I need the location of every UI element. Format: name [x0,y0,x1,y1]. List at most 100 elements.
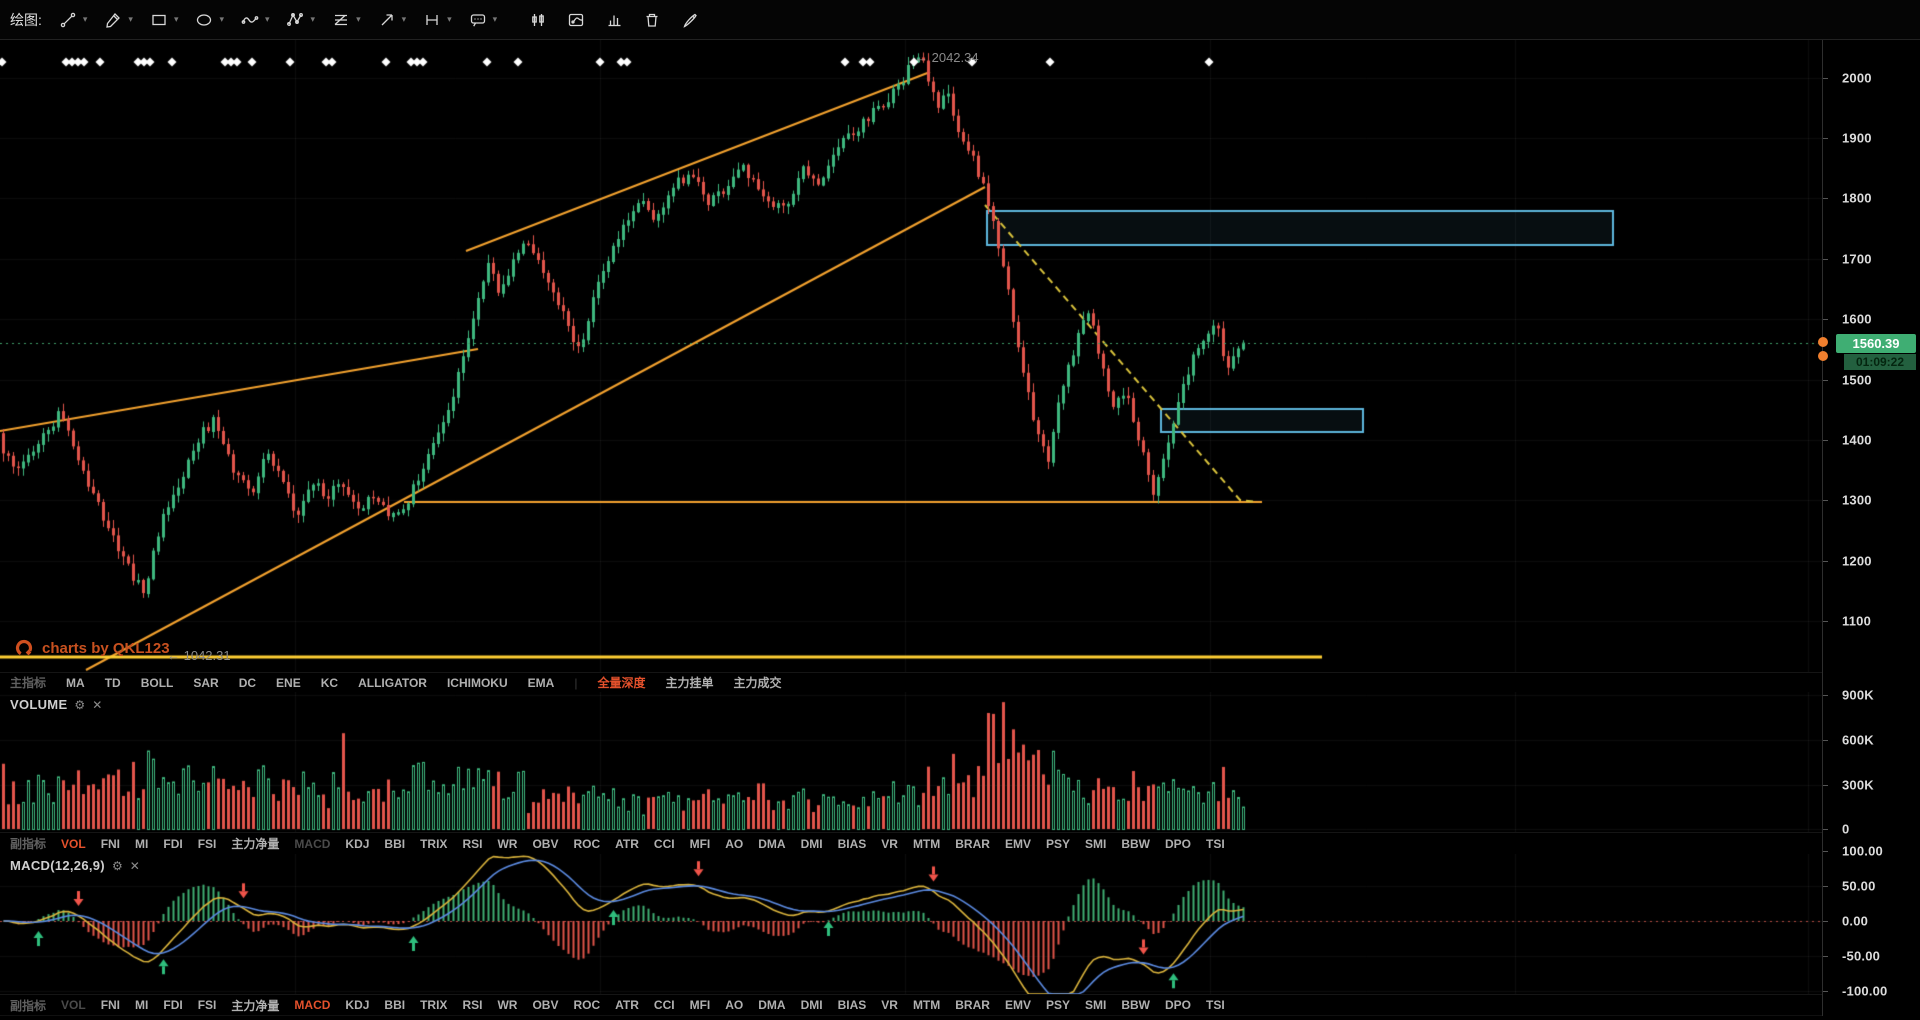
chevron-down-icon[interactable]: ▾ [492,14,498,24]
tab-MTM[interactable]: MTM [912,998,941,1012]
rectangle-tool[interactable]: ▾ [147,8,179,32]
tab-全量深度[interactable]: 全量深度 [597,676,646,690]
chevron-down-icon[interactable]: ▾ [401,14,407,24]
tab-OBV[interactable]: OBV [532,998,559,1012]
volume-close-icon[interactable]: ✕ [92,697,103,712]
macd-settings-icon[interactable]: ⚙ [111,858,123,873]
tab-DMI[interactable]: DMI [800,998,823,1012]
tab-主力净量[interactable]: 主力净量 [231,998,280,1013]
gann-lines-tool[interactable]: ▾ [329,8,361,32]
tab-EMV[interactable]: EMV [1004,998,1031,1012]
tab-PSY[interactable]: PSY [1045,998,1070,1012]
tab-FSI[interactable]: FSI [197,836,217,851]
tab-BBI[interactable]: BBI [384,836,406,851]
ellipse-tool[interactable]: ▾ [192,8,224,32]
tab-TD[interactable]: TD [104,675,121,690]
bar-chart-button[interactable] [601,8,627,32]
delete-button[interactable] [639,8,665,32]
tab-DPO[interactable]: DPO [1164,836,1191,851]
tab-VR[interactable]: VR [881,998,898,1012]
tab-KDJ[interactable]: KDJ [345,998,370,1012]
tab-OBV[interactable]: OBV [532,836,559,851]
tab-VOL[interactable]: VOL [61,998,86,1012]
tab-BOLL[interactable]: BOLL [140,675,174,690]
tab-PSY[interactable]: PSY [1045,836,1070,851]
tab-EMV[interactable]: EMV [1004,836,1031,851]
tab-ALLIGATOR[interactable]: ALLIGATOR [358,675,427,690]
tab-MTM[interactable]: MTM [912,836,941,851]
tab-DPO[interactable]: DPO [1164,998,1191,1012]
tab-ROC[interactable]: ROC [573,998,601,1012]
tab-WR[interactable]: WR [497,998,518,1012]
measure-tool[interactable]: ▾ [420,8,452,32]
main-price-chart[interactable] [0,40,1822,672]
tab-ICHIMOKU[interactable]: ICHIMOKU [446,675,508,690]
tab-BBW[interactable]: BBW [1121,836,1150,851]
xabcd-pattern-tool[interactable]: ▾ [284,8,316,32]
tab-MFI[interactable]: MFI [689,998,711,1012]
tab-ROC[interactable]: ROC [573,836,601,851]
tab-MFI[interactable]: MFI [689,836,711,851]
chevron-down-icon[interactable]: ▾ [356,14,361,24]
tab-EMA[interactable]: EMA [527,675,555,690]
tab-ATR[interactable]: ATR [615,998,639,1012]
chevron-down-icon[interactable]: ▾ [265,14,270,24]
tab-DC[interactable]: DC [238,675,257,690]
tab-FNI[interactable]: FNI [100,998,121,1012]
tab-DMI[interactable]: DMI [800,836,823,851]
tab-RSI[interactable]: RSI [462,998,483,1012]
tab-TSI[interactable]: TSI [1206,998,1225,1012]
tab-MA[interactable]: MA [66,675,85,690]
tab-CCI[interactable]: CCI [653,998,675,1012]
tab-MI[interactable]: MI [135,998,149,1012]
chevron-down-icon[interactable]: ▾ [447,14,452,24]
tab-TRIX[interactable]: TRIX [420,998,448,1012]
tab-TSI[interactable]: TSI [1206,836,1225,851]
tab-FDI[interactable]: FDI [163,836,183,851]
tab-BRAR[interactable]: BRAR [955,836,990,851]
tab-DMA[interactable]: DMA [758,998,786,1012]
tab-BRAR[interactable]: BRAR [955,998,990,1012]
tab-BIAS[interactable]: BIAS [837,998,867,1012]
tab-SMI[interactable]: SMI [1084,998,1107,1012]
chevron-down-icon[interactable]: ▾ [310,14,316,24]
tab-BBI[interactable]: BBI [384,998,406,1012]
tab-主力挂单[interactable]: 主力挂单 [665,676,714,690]
tab-FNI[interactable]: FNI [100,836,121,851]
tab-主力净量[interactable]: 主力净量 [231,837,280,851]
tab-BBW[interactable]: BBW [1121,998,1150,1012]
trend-line-tool[interactable]: ▾ [56,8,88,32]
tab-TRIX[interactable]: TRIX [420,836,448,851]
chevron-down-icon[interactable]: ▾ [128,14,133,24]
tab-SMI[interactable]: SMI [1084,836,1107,851]
tab-FDI[interactable]: FDI [163,998,183,1012]
tab-ATR[interactable]: ATR [615,836,639,851]
tab-KDJ[interactable]: KDJ [345,836,370,851]
tab-DMA[interactable]: DMA [758,836,786,851]
tab-KC[interactable]: KC [320,675,339,690]
tab-CCI[interactable]: CCI [653,836,675,851]
chevron-down-icon[interactable]: ▾ [82,14,88,24]
compare-chart-button[interactable] [525,8,551,32]
tab-AO[interactable]: AO [725,836,744,851]
macd-chart[interactable] [0,854,1822,996]
chevron-down-icon[interactable]: ▾ [173,14,179,24]
brush-tool[interactable]: ▾ [101,8,133,32]
tab-RSI[interactable]: RSI [462,836,483,851]
volume-chart[interactable] [0,692,1822,832]
tab-WR[interactable]: WR [497,836,518,851]
wave-tool[interactable]: ▾ [238,8,270,32]
tab-VOL[interactable]: VOL [61,836,86,851]
tab-FSI[interactable]: FSI [197,998,217,1012]
tab-主力成交[interactable]: 主力成交 [733,676,782,690]
tab-SAR[interactable]: SAR [193,675,219,690]
tab-MACD[interactable]: MACD [294,998,331,1012]
tab-AO[interactable]: AO [725,998,744,1012]
chevron-down-icon[interactable]: ▾ [219,14,225,24]
arrow-tool[interactable]: ▾ [375,8,407,32]
price-axis[interactable]: 2000 1900 1800 1700 1600 1500 1400 1300 1200 1100… [1818,40,1920,1016]
tab-BIAS[interactable]: BIAS [837,836,867,851]
area-chart-button[interactable] [563,8,589,32]
callout-tool[interactable]: ▾ [466,8,498,32]
tab-MACD[interactable]: MACD [294,836,331,851]
